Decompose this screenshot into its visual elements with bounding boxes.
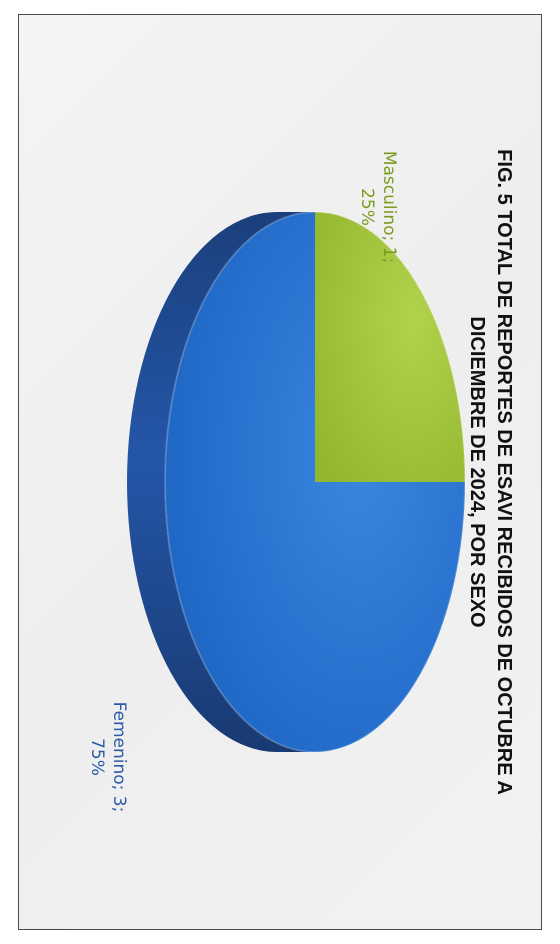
pie-slice-masculino <box>315 212 465 482</box>
data-label-masculino-line-2: 25% <box>357 188 377 226</box>
data-label-masculino-line-1: Masculino; 1; <box>379 150 399 264</box>
data-label-femenino: Femenino; 3; 75% <box>86 687 130 827</box>
pie-chart <box>127 211 466 753</box>
data-label-femenino-line-1: Femenino; 3; <box>109 701 129 813</box>
pie-side-wall <box>127 212 315 752</box>
data-label-femenino-line-2: 75% <box>87 738 107 776</box>
data-label-masculino: Masculino; 1; 25% <box>356 137 400 277</box>
chart-frame: FIG. 5 TOTAL DE REPORTES DE ESAVI RECIBI… <box>18 14 542 930</box>
pie-rim <box>164 211 466 753</box>
rotated-chart-area: FIG. 5 TOTAL DE REPORTES DE ESAVI RECIBI… <box>25 22 535 922</box>
pie-slice-femenino <box>165 212 465 752</box>
